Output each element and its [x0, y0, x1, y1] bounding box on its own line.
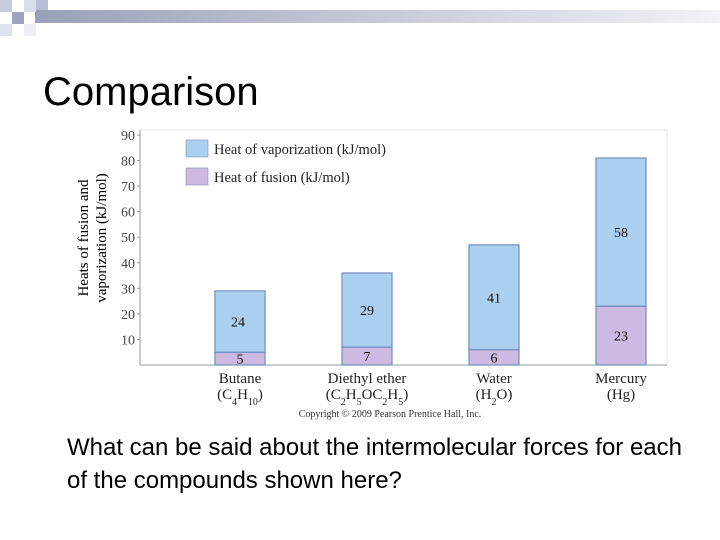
- y-tick-label: 40: [121, 257, 135, 272]
- legend-swatch: [185, 167, 209, 186]
- y-tick-label: 30: [121, 282, 135, 297]
- formula-part: (C: [326, 387, 341, 403]
- y-tick-label: 50: [121, 231, 135, 246]
- y-tick-label: 70: [121, 180, 135, 195]
- x-tick-label: Butane: [219, 371, 262, 387]
- bar-segment: [468, 244, 520, 351]
- y-tick-label: 20: [121, 308, 135, 323]
- y-axis-label: Heats of fusion and: [76, 179, 92, 297]
- y-tick-label: 80: [121, 155, 135, 170]
- bar-segment: [214, 290, 266, 353]
- value-label: 58: [614, 226, 628, 241]
- formula-part: 2: [382, 397, 387, 408]
- formula-label: (Hg): [607, 387, 635, 403]
- y-tick-label: 90: [121, 129, 135, 144]
- x-tick-label: Water: [476, 371, 511, 387]
- formula-part: (H: [476, 387, 492, 403]
- formula-part: 5: [398, 397, 403, 408]
- value-label: 29: [360, 304, 374, 319]
- formula-label: (C4H10): [217, 387, 263, 408]
- legend-label: Heat of vaporization (kJ/mol): [214, 142, 386, 158]
- slide-title: Comparison: [43, 70, 259, 114]
- x-tick-label: Diethyl ether: [328, 371, 407, 387]
- credit: Copyright © 2009 Pearson Prentice Hall, …: [299, 409, 482, 420]
- bar-segment: [341, 272, 393, 348]
- formula-part: 10: [248, 397, 258, 408]
- formula-part: (Hg): [607, 387, 635, 403]
- y-axis-label: vaporization (kJ/mol): [94, 173, 110, 303]
- decoration: [0, 0, 720, 36]
- value-label: 23: [614, 330, 628, 345]
- value-label: 6: [491, 351, 498, 366]
- x-tick-label: Mercury: [595, 371, 647, 387]
- value-label: 41: [487, 291, 501, 306]
- formula-part: 4: [232, 397, 237, 408]
- value-label: 7: [364, 350, 371, 365]
- formula-part: H: [346, 387, 357, 403]
- value-label: 5: [237, 353, 244, 368]
- formula-part: H: [237, 387, 248, 403]
- formula-part: 5: [357, 397, 362, 408]
- formula-part: OC: [362, 387, 383, 403]
- formula-label: (C2H5OC2H5): [326, 387, 409, 408]
- y-tick-label: 60: [121, 206, 135, 221]
- formula-part: O): [497, 387, 513, 403]
- legend-swatch: [185, 139, 209, 158]
- formula-part: ): [258, 387, 263, 403]
- bar-segment: [595, 305, 647, 366]
- formula-part: H: [387, 387, 398, 403]
- question: What can be said about the intermolecula…: [67, 434, 682, 494]
- formula-part: 2: [341, 397, 346, 408]
- y-tick-label: 10: [121, 333, 135, 348]
- value-label: 24: [231, 316, 245, 331]
- formula-label: (H2O): [476, 387, 513, 408]
- legend-label: Heat of fusion (kJ/mol): [214, 170, 350, 186]
- formula-part: ): [403, 387, 408, 403]
- bar-segment: [595, 157, 647, 307]
- formula-part: (C: [217, 387, 232, 403]
- formula-part: 2: [492, 397, 497, 408]
